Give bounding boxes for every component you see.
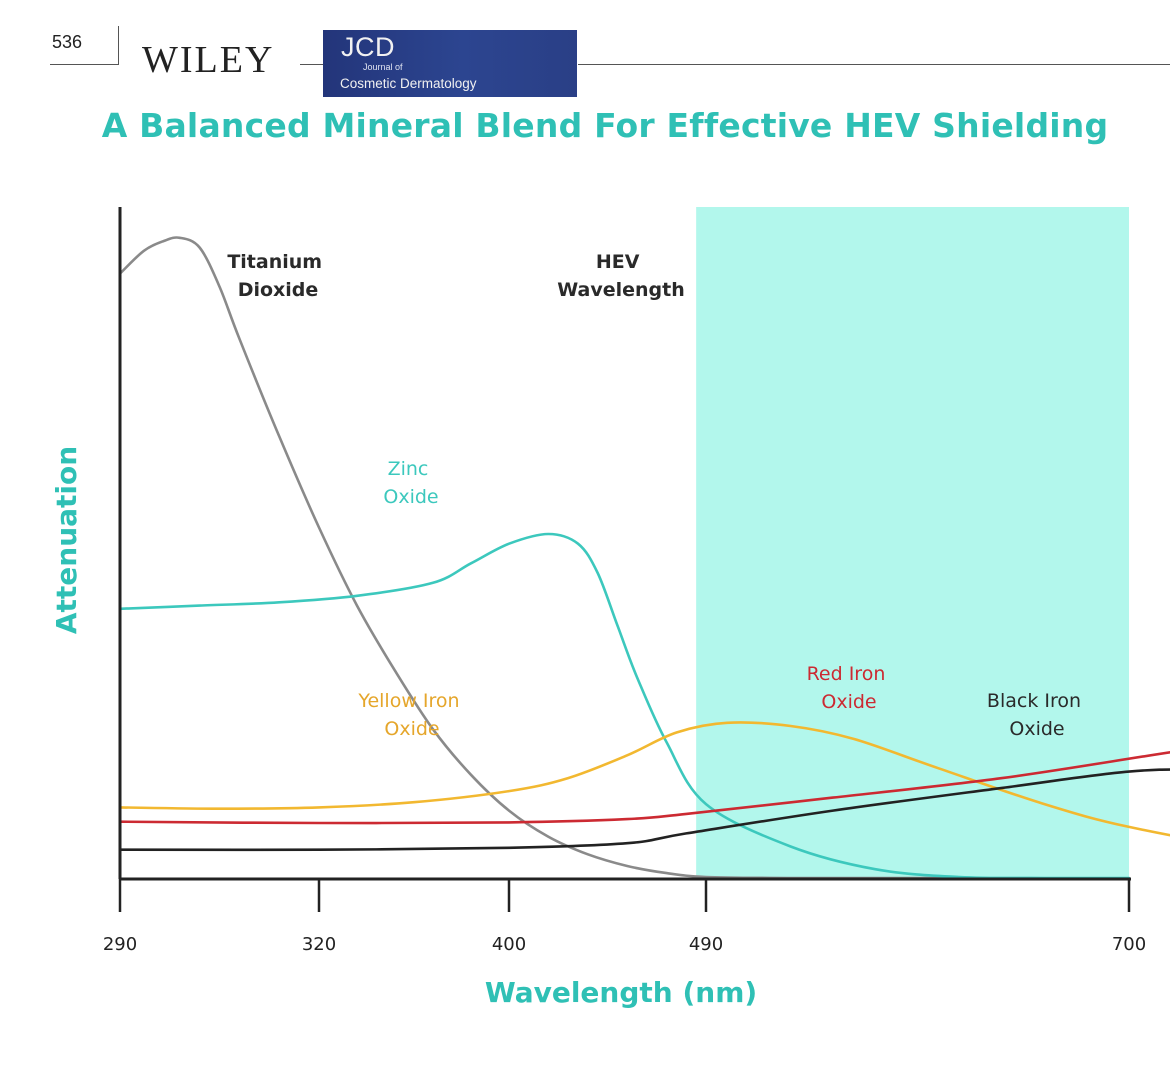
hev-band-label-line1: HEV [596, 251, 640, 273]
zinc-oxide-label: Zinc Oxide [383, 458, 438, 508]
red-iron-oxide-line [118, 750, 1170, 825]
black-iron-oxide-line [118, 768, 1170, 852]
black-iron-oxide-label-line1: Black Iron [987, 690, 1081, 712]
page-number: 536 [52, 32, 83, 52]
header-rule-right [578, 64, 1170, 65]
yellow-iron-oxide-line [118, 721, 1170, 837]
zinc-oxide-label-line1: Zinc [388, 458, 429, 480]
x-tick-label-700: 700 [1112, 934, 1146, 955]
x-tick-label-400: 400 [492, 934, 526, 955]
y-axis-label: Attenuation [50, 446, 83, 634]
journal-name: Cosmetic Dermatology [340, 76, 477, 91]
hev-band-label-line2: Wavelength [557, 279, 685, 301]
red-iron-oxide-label: Red Iron Oxide [807, 663, 892, 713]
red-iron-oxide-label-line1: Red Iron [807, 663, 886, 685]
hev-band-label: HEV Wavelength [557, 251, 685, 301]
zinc-oxide-label-line2: Oxide [383, 486, 438, 508]
titanium-dioxide-label-line2: Dioxide [238, 279, 319, 301]
journal-logo: JCD Journal of Cosmetic Dermatology [323, 30, 577, 97]
x-axis-label: Wavelength (nm) [485, 976, 757, 1009]
tick-layer: 290 320 400 490 700 [103, 879, 1146, 955]
publisher-logo: WILEY [142, 39, 275, 81]
journal-of-label: Journal of [363, 62, 403, 72]
yellow-iron-oxide-label: Yellow Iron Oxide [357, 690, 465, 740]
black-iron-oxide-label-line2: Oxide [1009, 718, 1064, 740]
yellow-iron-oxide-label-line2: Oxide [384, 718, 439, 740]
x-tick-label-290: 290 [103, 934, 137, 955]
zinc-oxide-line [118, 532, 1131, 880]
black-iron-oxide-label: Black Iron Oxide [987, 690, 1087, 740]
titanium-dioxide-line [118, 236, 962, 880]
yellow-iron-oxide-label-line1: Yellow Iron [357, 690, 459, 712]
hev-band [696, 207, 1129, 879]
header-rule-middle [300, 64, 324, 65]
titanium-dioxide-label: Titanium Dioxide [227, 251, 328, 301]
header-rule-tick [118, 26, 119, 65]
journal-abbr: JCD [341, 32, 395, 62]
x-tick-label-490: 490 [689, 934, 723, 955]
chart-title: A Balanced Mineral Blend For Effective H… [101, 106, 1109, 145]
titanium-dioxide-label-line1: Titanium [227, 251, 322, 273]
header-rule-left [50, 64, 118, 65]
red-iron-oxide-label-line2: Oxide [821, 691, 876, 713]
series-layer [118, 236, 1170, 880]
x-tick-label-320: 320 [302, 934, 336, 955]
